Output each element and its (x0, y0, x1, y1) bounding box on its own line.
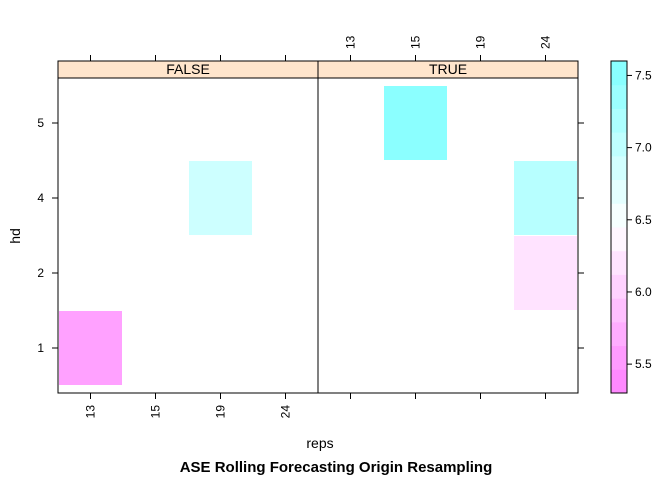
x-tick-label: 24 (279, 405, 293, 419)
strip-label-false: FALSE (166, 61, 210, 77)
y-tick-label: 4 (37, 191, 44, 205)
colorkey-band (611, 108, 627, 133)
colorkey-tick-label: 5.5 (635, 357, 652, 371)
strip-label-true: TRUE (429, 61, 467, 77)
x-axis-label: reps (306, 435, 333, 451)
y-tick-label: 1 (37, 341, 44, 355)
colorkey-tick-label: 6.5 (635, 213, 652, 227)
heatmap-cell (514, 236, 577, 310)
colorkey-band (611, 155, 627, 181)
colorkey-band (611, 132, 627, 157)
colorkey-band (611, 84, 627, 109)
heatmap-cell (384, 86, 447, 160)
panels: FALSE TRUE (57, 60, 579, 394)
panel-true (317, 77, 579, 394)
colorkey-frame (610, 60, 628, 394)
colorkey-band (611, 345, 627, 370)
chart-title: ASE Rolling Forecasting Origin Resamplin… (180, 459, 493, 476)
x-tick-label: 15 (149, 405, 163, 419)
y-tick-label: 2 (37, 266, 44, 280)
colorkey-band (611, 298, 627, 323)
x-tick-label-top: 15 (409, 35, 423, 49)
heatmap-cell (59, 311, 122, 385)
colorkey-band (611, 203, 627, 228)
x-tick-label: 13 (84, 405, 98, 419)
colorkey-band (611, 227, 627, 252)
colorkey-band (611, 179, 627, 204)
y-axis-label: hd (7, 228, 23, 244)
colorkey-band (611, 321, 627, 347)
y-tick-label: 5 (37, 116, 44, 130)
heatmap-cell (189, 161, 252, 235)
x-tick-label-top: 13 (344, 35, 358, 49)
panel-frame (317, 77, 579, 394)
colorkey-band (611, 274, 627, 299)
colorkey-tick-label: 7.0 (635, 141, 652, 155)
x-tick-label-top: 24 (539, 35, 553, 49)
color-key: 5.5 6.0 6.5 7.0 7.5 (610, 60, 652, 394)
heatmap-cell (514, 161, 577, 235)
colorkey-tick-label: 6.0 (635, 285, 652, 299)
x-tick-label-top: 19 (474, 35, 488, 49)
colorkey-tick-label: 7.5 (635, 68, 652, 82)
colorkey-band (611, 61, 627, 86)
colorkey-band (611, 369, 627, 394)
x-tick-label: 19 (214, 405, 228, 419)
colorkey-band (611, 250, 627, 275)
